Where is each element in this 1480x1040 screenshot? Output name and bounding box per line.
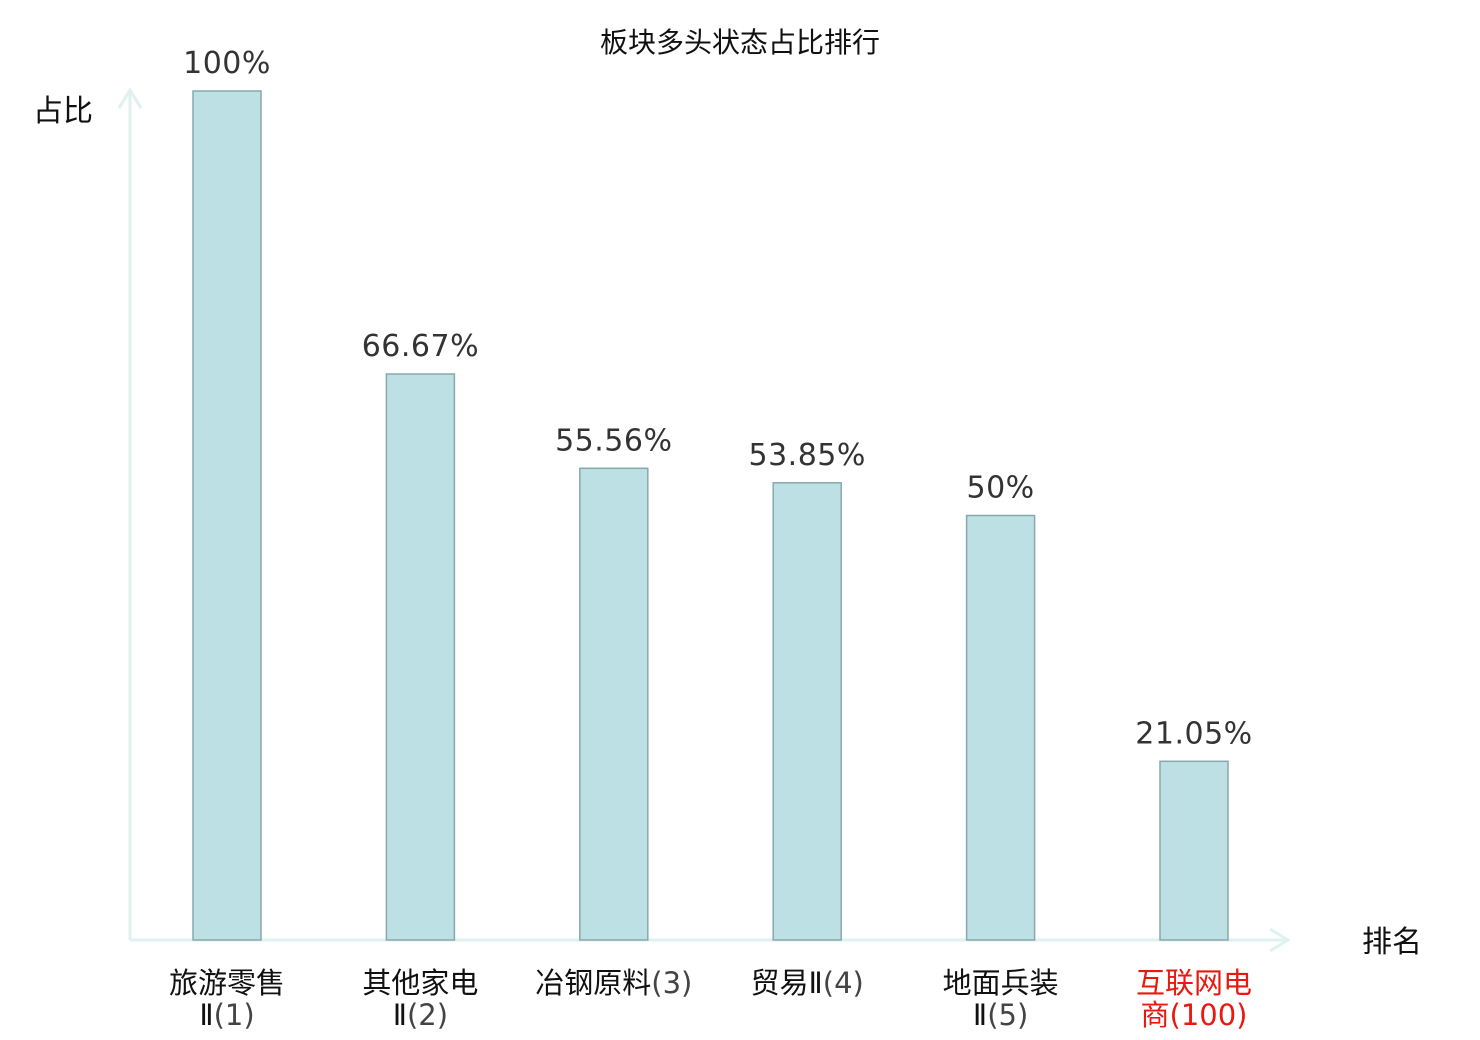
value-label-1: 100% bbox=[183, 46, 271, 81]
category-rank: (100) bbox=[1170, 998, 1248, 1032]
chart-title: 板块多头状态占比排行 bbox=[600, 26, 880, 59]
value-label-5: 50% bbox=[967, 471, 1035, 506]
bar-5 bbox=[965, 514, 1036, 941]
value-label-3: 55.56% bbox=[555, 423, 672, 458]
category-label-line: 商(100) bbox=[1141, 998, 1248, 1032]
category-label-5: 地面兵装 Ⅱ(5) bbox=[943, 966, 1059, 1032]
value-labels: 100% 66.67% 55.56% 53.85% 50% 21.05% bbox=[183, 46, 1252, 751]
bar-6 bbox=[1159, 760, 1229, 941]
category-label-line: 贸易Ⅱ(4) bbox=[751, 966, 864, 1000]
x-axis-arrow-icon bbox=[1269, 927, 1291, 953]
bar-2 bbox=[385, 373, 456, 941]
category-label-1: 旅游零售 Ⅱ(1) bbox=[169, 966, 285, 1032]
value-label-6: 21.05% bbox=[1135, 716, 1252, 751]
category-labels: 旅游零售 Ⅱ(1) 其他家电 Ⅱ(2) 冶钢原料(3) 贸易Ⅱ(4) 地面兵装 Ⅱ(5) 互联网… bbox=[169, 966, 1252, 1032]
category-rank: (5) bbox=[987, 998, 1028, 1032]
category-rank: (2) bbox=[407, 998, 448, 1032]
category-label-line: 其他家电 bbox=[362, 966, 478, 1000]
category-label-line: 冶钢原料(3) bbox=[535, 966, 692, 1000]
x-axis-label: 排名 bbox=[1362, 925, 1422, 960]
x-axis bbox=[130, 927, 1291, 953]
bar-4 bbox=[772, 482, 842, 941]
bar-1 bbox=[192, 90, 262, 941]
category-rank: (4) bbox=[823, 966, 864, 1000]
y-axis-label: 占比 bbox=[33, 94, 93, 129]
y-axis-arrow-icon bbox=[117, 87, 143, 109]
category-label-4: 贸易Ⅱ(4) bbox=[751, 966, 864, 1000]
category-label-6: 互联网电商(100) bbox=[1136, 966, 1252, 1032]
y-axis bbox=[117, 87, 143, 940]
category-label-line: 互联网电 bbox=[1136, 966, 1252, 1000]
bar-3 bbox=[579, 467, 649, 941]
category-label-line: Ⅱ(5) bbox=[973, 998, 1028, 1032]
category-label-3: 冶钢原料(3) bbox=[535, 966, 692, 1000]
value-label-2: 66.67% bbox=[362, 329, 479, 364]
category-label-2: 其他家电 Ⅱ(2) bbox=[362, 966, 478, 1032]
category-rank: (3) bbox=[651, 966, 692, 1000]
category-label-line: 旅游零售 bbox=[169, 966, 285, 1000]
category-label-line: Ⅱ(2) bbox=[393, 998, 448, 1032]
category-label-line: Ⅱ(1) bbox=[199, 998, 254, 1032]
value-label-4: 53.85% bbox=[749, 438, 866, 473]
bars bbox=[192, 90, 1229, 941]
category-rank: (1) bbox=[214, 998, 255, 1032]
category-label-line: 地面兵装 bbox=[943, 966, 1059, 1000]
